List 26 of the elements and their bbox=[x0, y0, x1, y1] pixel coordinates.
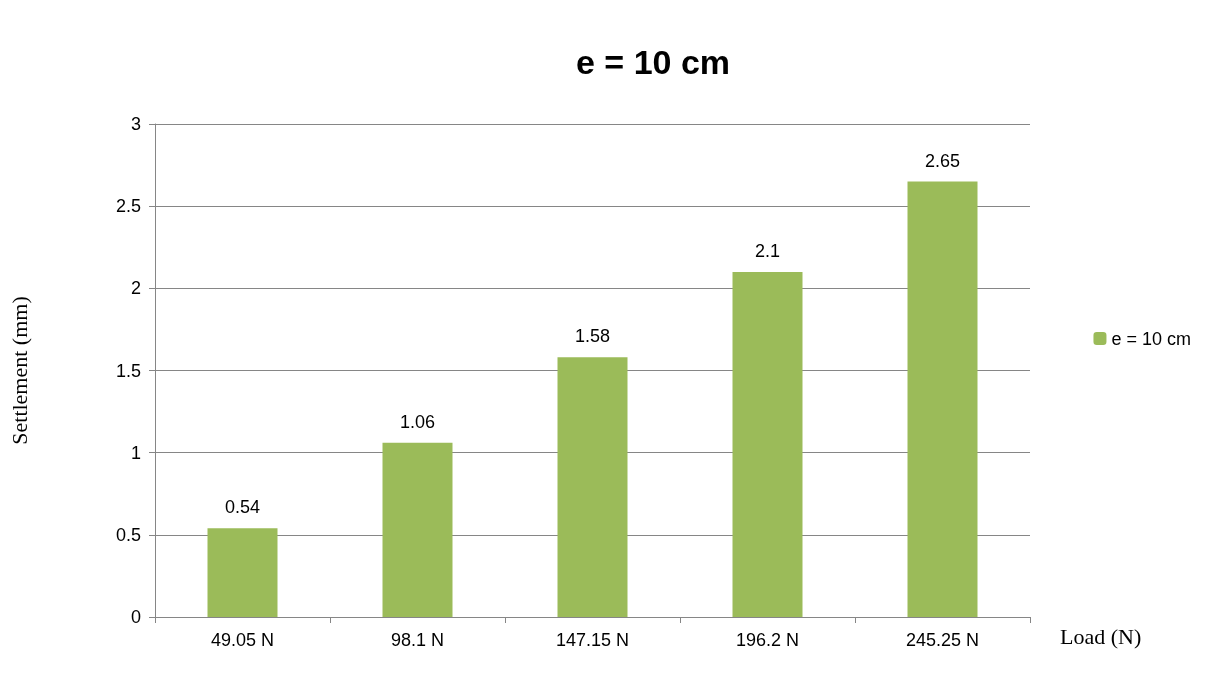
y-tick-label: 1.5 bbox=[115, 360, 141, 381]
bar bbox=[207, 528, 278, 617]
y-tick-label: 1 bbox=[130, 442, 141, 463]
data-label: 0.54 bbox=[224, 497, 261, 518]
x-tick-label: 196.2 N bbox=[735, 630, 800, 650]
y-axis-title: Settlement (mm) bbox=[6, 296, 32, 445]
legend-label: e = 10 cm bbox=[1111, 328, 1192, 349]
x-tick-label: 98.1 N bbox=[390, 630, 445, 650]
data-label: 2.1 bbox=[754, 240, 781, 261]
y-tick-label: 0.5 bbox=[115, 524, 141, 545]
bar bbox=[907, 181, 978, 617]
bar bbox=[557, 357, 628, 617]
data-label: 1.58 bbox=[574, 326, 611, 347]
data-label: 2.65 bbox=[924, 150, 961, 171]
y-tick-label: 0 bbox=[130, 607, 141, 627]
y-tick-label: 2.5 bbox=[115, 196, 141, 217]
y-tick-label: 3 bbox=[130, 114, 141, 134]
x-tick-label: 245.25 N bbox=[905, 630, 980, 650]
x-axis-title: Load (N) bbox=[1060, 623, 1142, 649]
bar bbox=[382, 442, 453, 617]
bar bbox=[732, 271, 803, 617]
y-tick-label: 2 bbox=[130, 278, 141, 299]
x-tick-label: 49.05 N bbox=[210, 630, 275, 650]
data-label: 1.06 bbox=[399, 411, 436, 432]
x-tick-label: 147.15 N bbox=[555, 630, 630, 650]
chart-title: e = 10 cm bbox=[575, 43, 731, 81]
